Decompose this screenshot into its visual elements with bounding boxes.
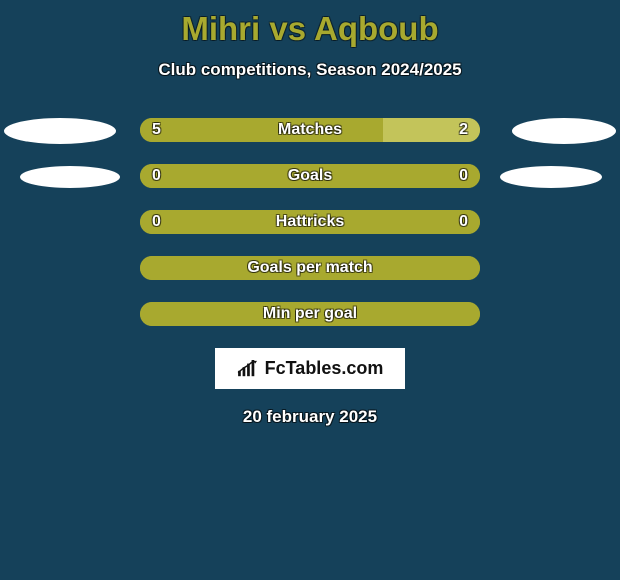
stat-row: Goals per match [0, 256, 620, 280]
stat-bar: Min per goal [140, 302, 480, 326]
bar-left-segment [140, 256, 480, 280]
bar-left-segment: 0 [140, 164, 310, 188]
decorative-ellipse [500, 166, 602, 188]
page-title: Mihri vs Aqboub [181, 10, 438, 48]
bar-left-segment [140, 302, 480, 326]
decorative-ellipse [512, 118, 616, 144]
stat-bar: 52Matches [140, 118, 480, 142]
decorative-ellipse [4, 118, 116, 144]
stat-row: Min per goal [0, 302, 620, 326]
bar-right-segment: 2 [383, 118, 480, 142]
comparison-infographic: Mihri vs Aqboub Club competitions, Seaso… [0, 0, 620, 580]
left-value: 0 [140, 213, 173, 231]
stat-bar: Goals per match [140, 256, 480, 280]
right-value: 0 [447, 213, 480, 231]
bars-area: 52Matches00Goals00HattricksGoals per mat… [0, 118, 620, 326]
bar-right-segment: 0 [310, 164, 480, 188]
bar-right-segment: 0 [310, 210, 480, 234]
right-value: 2 [447, 121, 480, 139]
chart-icon [237, 360, 259, 378]
page-subtitle: Club competitions, Season 2024/2025 [158, 60, 461, 80]
bar-left-segment: 0 [140, 210, 310, 234]
left-value: 0 [140, 167, 173, 185]
bar-left-segment: 5 [140, 118, 383, 142]
decorative-ellipse [20, 166, 120, 188]
stat-row: 00Hattricks [0, 210, 620, 234]
brand-text: FcTables.com [265, 358, 384, 379]
stat-bar: 00Hattricks [140, 210, 480, 234]
brand-badge: FcTables.com [215, 348, 406, 389]
date-label: 20 february 2025 [243, 407, 377, 427]
left-value: 5 [140, 121, 173, 139]
stat-bar: 00Goals [140, 164, 480, 188]
right-value: 0 [447, 167, 480, 185]
